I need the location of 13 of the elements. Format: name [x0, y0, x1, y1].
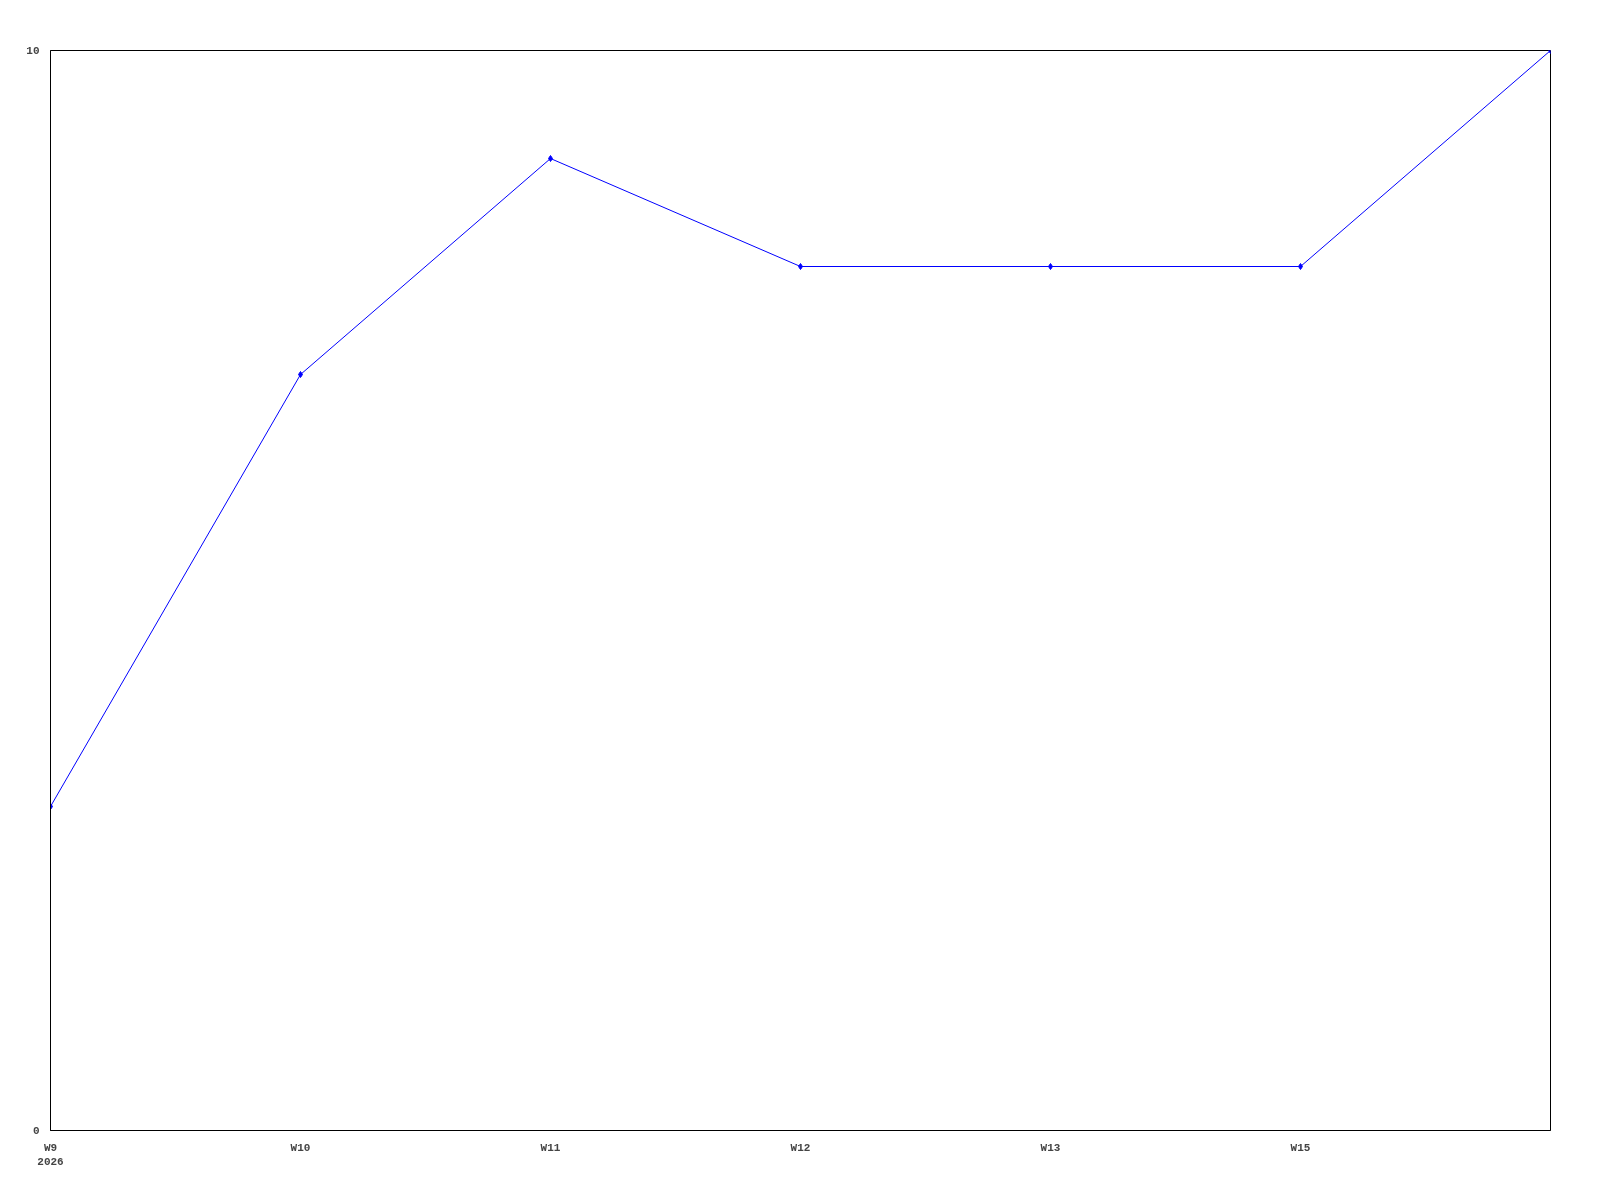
point [298, 371, 303, 378]
x-tick-label: W9 2026 [37, 1141, 64, 1168]
point [1298, 263, 1303, 270]
x-tick-label: W11 [540, 1141, 561, 1154]
x-tick-label: W15 [1290, 1141, 1311, 1154]
x-tick-label: W12 [790, 1141, 811, 1154]
y-tick-label: 0 [32, 1125, 40, 1137]
x-tick-label: W13 [1040, 1141, 1061, 1154]
point [798, 263, 803, 270]
x-tick-label: W10 [290, 1141, 311, 1154]
point [1048, 263, 1053, 270]
y-tick-label: 10 [26, 45, 40, 57]
point [548, 155, 553, 162]
